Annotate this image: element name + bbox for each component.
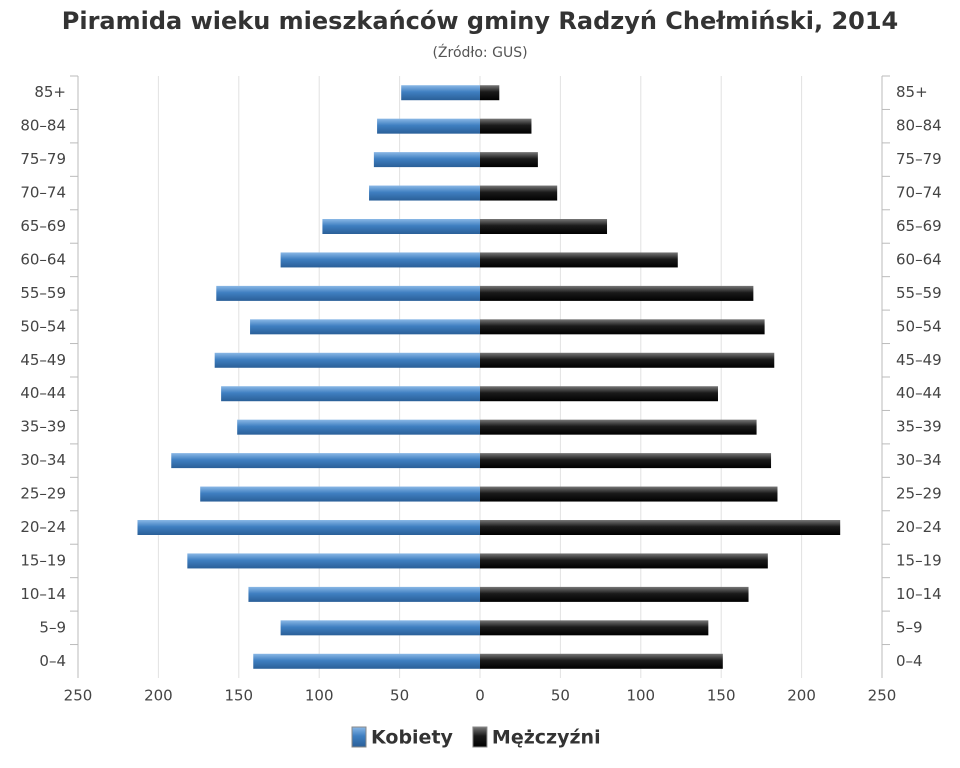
bar bbox=[480, 553, 768, 569]
y-tick-label: 40–44 bbox=[896, 384, 942, 402]
y-tick-label: 5–9 bbox=[39, 618, 66, 636]
bar bbox=[480, 185, 558, 201]
bar bbox=[280, 252, 480, 268]
bar bbox=[480, 285, 754, 301]
bar bbox=[401, 85, 480, 101]
bar bbox=[480, 620, 709, 636]
y-tick-label: 0–4 bbox=[896, 652, 923, 670]
y-tick-label: 25–29 bbox=[896, 485, 942, 503]
x-tick-label: 100 bbox=[626, 687, 655, 705]
y-tick-label: 5–9 bbox=[896, 618, 923, 636]
bar bbox=[137, 520, 480, 535]
bar bbox=[322, 219, 480, 234]
y-tick-label: 40–44 bbox=[20, 384, 66, 402]
bar bbox=[221, 386, 480, 402]
bar bbox=[480, 453, 772, 469]
bar bbox=[214, 352, 480, 368]
bar bbox=[216, 285, 480, 301]
bar bbox=[480, 118, 532, 134]
y-tick-label: 55–59 bbox=[20, 284, 66, 302]
y-tick-label: 45–49 bbox=[896, 351, 942, 369]
bar bbox=[280, 620, 480, 636]
y-tick-label: 75–79 bbox=[20, 150, 66, 168]
bar bbox=[171, 453, 480, 469]
y-tick-label: 65–69 bbox=[896, 217, 942, 235]
y-tick-label: 45–49 bbox=[20, 351, 66, 369]
bar bbox=[480, 319, 765, 335]
bar bbox=[480, 486, 778, 502]
x-tick-label: 150 bbox=[707, 687, 736, 705]
y-tick-label: 50–54 bbox=[20, 317, 66, 335]
bar bbox=[248, 586, 480, 602]
bar bbox=[253, 653, 480, 669]
x-tick-label: 200 bbox=[144, 687, 173, 705]
x-tick-label: 200 bbox=[787, 687, 816, 705]
bar bbox=[480, 386, 718, 402]
y-tick-label: 0–4 bbox=[39, 652, 66, 670]
legend-swatch bbox=[351, 726, 367, 748]
bar bbox=[200, 486, 480, 502]
bar bbox=[480, 586, 749, 602]
bar bbox=[480, 252, 678, 268]
y-tick-label: 15–19 bbox=[896, 551, 942, 569]
y-tick-label: 70–74 bbox=[896, 184, 942, 202]
x-tick-label: 150 bbox=[224, 687, 253, 705]
x-tick-label: 250 bbox=[64, 687, 93, 705]
y-tick-label: 85+ bbox=[34, 83, 66, 101]
y-tick-label: 30–34 bbox=[20, 451, 66, 469]
y-tick-label: 10–14 bbox=[20, 585, 66, 603]
y-tick-label: 35–39 bbox=[20, 418, 66, 436]
bar bbox=[480, 653, 723, 669]
x-tick-label: 0 bbox=[475, 687, 485, 705]
bar bbox=[369, 185, 480, 201]
bar bbox=[373, 152, 480, 168]
y-tick-label: 15–19 bbox=[20, 551, 66, 569]
y-tick-label: 60–64 bbox=[896, 250, 942, 268]
x-tick-label: 50 bbox=[551, 687, 570, 705]
bar bbox=[480, 219, 608, 234]
bar bbox=[250, 319, 480, 335]
legend-label: Mężczyźni bbox=[492, 727, 601, 749]
y-tick-label: 10–14 bbox=[896, 585, 942, 603]
chart-title: Piramida wieku mieszkańców gminy Radzyń … bbox=[62, 7, 899, 35]
y-tick-label: 60–64 bbox=[20, 250, 66, 268]
y-tick-label: 30–34 bbox=[896, 451, 942, 469]
y-tick-label: 85+ bbox=[896, 83, 928, 101]
x-tick-label: 50 bbox=[390, 687, 409, 705]
bar bbox=[480, 152, 538, 168]
legend-label: Kobiety bbox=[371, 727, 454, 749]
bar bbox=[187, 553, 480, 569]
bar bbox=[480, 419, 757, 435]
legend-swatch bbox=[472, 726, 488, 748]
bar bbox=[480, 520, 841, 535]
y-tick-label: 20–24 bbox=[896, 518, 942, 536]
chart-subtitle: (Źródło: GUS) bbox=[432, 43, 527, 61]
y-tick-label: 80–84 bbox=[896, 117, 942, 135]
y-tick-label: 65–69 bbox=[20, 217, 66, 235]
y-tick-label: 55–59 bbox=[896, 284, 942, 302]
y-tick-label: 70–74 bbox=[20, 184, 66, 202]
y-tick-label: 20–24 bbox=[20, 518, 66, 536]
bar bbox=[237, 419, 480, 435]
y-tick-label: 35–39 bbox=[896, 418, 942, 436]
bar bbox=[480, 352, 775, 368]
y-tick-label: 25–29 bbox=[20, 485, 66, 503]
y-tick-label: 75–79 bbox=[896, 150, 942, 168]
x-tick-label: 100 bbox=[305, 687, 334, 705]
y-tick-label: 50–54 bbox=[896, 317, 942, 335]
bar bbox=[480, 85, 500, 101]
y-tick-label: 80–84 bbox=[20, 117, 66, 135]
x-tick-label: 250 bbox=[868, 687, 897, 705]
bar bbox=[377, 118, 480, 134]
